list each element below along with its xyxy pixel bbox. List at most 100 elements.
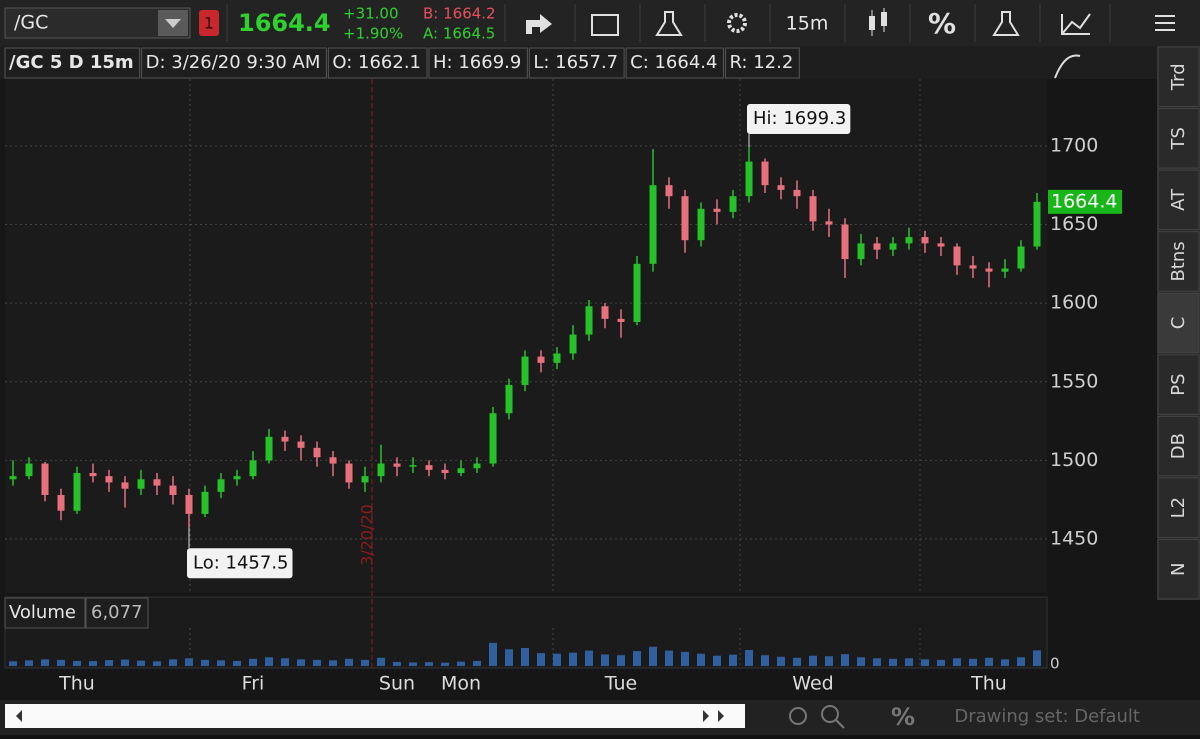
y-tick-label: 1550 bbox=[1050, 370, 1098, 392]
x-tick-label: Fri bbox=[242, 673, 265, 695]
candle-body bbox=[377, 463, 385, 477]
volume-bar bbox=[921, 659, 929, 666]
x-tick-label: Wed bbox=[792, 673, 833, 695]
candle-body bbox=[777, 185, 785, 190]
candle-body bbox=[761, 161, 769, 186]
toolbar-dividers bbox=[504, 4, 1111, 42]
x-tick-label: Tue bbox=[604, 673, 637, 695]
flask-icon[interactable] bbox=[655, 11, 683, 36]
volume-bar bbox=[793, 657, 801, 666]
volume-bar bbox=[425, 662, 433, 666]
sidebar-tab[interactable] bbox=[1157, 354, 1200, 415]
volume-bar bbox=[73, 660, 81, 666]
interval[interactable]: 15m bbox=[786, 13, 829, 35]
sidebar-tab-label: N bbox=[1168, 562, 1189, 575]
volume-bar bbox=[217, 660, 225, 666]
sidebar-tab[interactable] bbox=[1157, 46, 1200, 108]
candle-body bbox=[169, 485, 177, 496]
calendar-icon[interactable] bbox=[591, 14, 619, 36]
candle-body bbox=[9, 476, 17, 480]
candle-body bbox=[889, 243, 897, 250]
candle-body bbox=[105, 476, 113, 483]
candle-body bbox=[1001, 268, 1009, 272]
candle-body bbox=[457, 468, 465, 473]
sidebar-tab-label: Btns bbox=[1168, 241, 1189, 281]
price-panel bbox=[5, 79, 1047, 593]
volume-bar bbox=[889, 658, 897, 666]
sidebar-tab[interactable] bbox=[1157, 169, 1200, 231]
sidebar-tab-label: TS bbox=[1168, 127, 1189, 150]
sidebar-tab-label: DB bbox=[1168, 433, 1189, 459]
percent-tool[interactable]: % bbox=[891, 703, 915, 731]
volume-bar bbox=[377, 657, 385, 666]
drawing-icon[interactable] bbox=[1061, 13, 1091, 35]
candle-body bbox=[601, 306, 609, 319]
gear-icon[interactable] bbox=[727, 13, 747, 33]
volume-bar bbox=[313, 659, 321, 666]
candle-body bbox=[265, 436, 273, 461]
volume-bar bbox=[729, 654, 737, 666]
volume-bar bbox=[409, 662, 417, 666]
volume-bar bbox=[777, 656, 785, 666]
annotation: Lo: 1457.5 bbox=[193, 552, 289, 573]
candle-body bbox=[425, 465, 433, 470]
dropdown-arrow bbox=[165, 19, 181, 28]
volume-bar bbox=[345, 658, 353, 666]
volume-bar bbox=[57, 659, 65, 666]
x-tick-label: Thu bbox=[58, 673, 95, 695]
volume-bar bbox=[25, 660, 33, 666]
volume-bar bbox=[745, 650, 753, 666]
header-field: D: 3/26/20 9:30 AM bbox=[146, 52, 321, 73]
candle-body bbox=[905, 237, 913, 244]
sidebar-tab[interactable] bbox=[1157, 108, 1200, 169]
volume-tick-label: 0 bbox=[1050, 655, 1060, 673]
candle-body bbox=[585, 306, 593, 335]
volume-bar bbox=[937, 659, 945, 666]
scrollbar[interactable] bbox=[5, 704, 745, 728]
sidebar-tab[interactable] bbox=[1157, 538, 1200, 600]
volume-bar bbox=[665, 650, 673, 666]
header-box bbox=[327, 47, 428, 79]
volume-bar bbox=[393, 661, 401, 666]
volume-bar bbox=[505, 649, 513, 666]
candle-icon[interactable] bbox=[869, 8, 887, 36]
sidebar-tab-label: PS bbox=[1168, 373, 1189, 395]
volume-bar bbox=[985, 657, 993, 666]
volume-value: 6,077 bbox=[91, 602, 143, 623]
volume-bar bbox=[1017, 657, 1025, 666]
candle-body bbox=[249, 460, 257, 477]
volume-bar bbox=[969, 658, 977, 666]
candle-body bbox=[569, 334, 577, 354]
candle-body bbox=[297, 441, 305, 448]
sidebar-tab[interactable] bbox=[1157, 415, 1200, 477]
percent-button[interactable]: % bbox=[928, 7, 956, 40]
menu-icon[interactable] bbox=[1155, 15, 1175, 31]
volume-bar bbox=[473, 660, 481, 666]
annotation-box bbox=[187, 548, 293, 579]
studies-icon[interactable] bbox=[992, 11, 1020, 36]
volume-bar bbox=[281, 658, 289, 666]
share-icon[interactable] bbox=[526, 14, 552, 34]
volume-bar bbox=[617, 655, 625, 666]
sidebar-tab[interactable] bbox=[1157, 231, 1200, 292]
plot: 1450 1500 1550 1600 1650 1700 Thu Fri Sun Mon Tue W… bbox=[5, 103, 1122, 695]
x-tick-label: Mon bbox=[441, 673, 481, 695]
zoom-tools[interactable] bbox=[789, 705, 845, 729]
candle-body bbox=[137, 479, 145, 489]
candle-body bbox=[921, 237, 929, 244]
candle-body bbox=[393, 463, 401, 467]
sidebar-tab[interactable] bbox=[1157, 292, 1200, 354]
volume-bar bbox=[249, 658, 257, 666]
style-icon[interactable] bbox=[1054, 54, 1081, 79]
candle-body bbox=[841, 224, 849, 260]
candle-body bbox=[473, 463, 481, 469]
alert-badge[interactable] bbox=[199, 10, 219, 36]
candle-body bbox=[153, 479, 161, 486]
drawing-set[interactable]: Drawing set: Default bbox=[954, 706, 1140, 727]
candle-body bbox=[1033, 201, 1041, 247]
sidebar-tab[interactable] bbox=[1157, 477, 1200, 538]
volume-bar bbox=[41, 659, 49, 666]
volume-bar bbox=[1033, 650, 1041, 666]
volume-bar bbox=[569, 652, 577, 666]
candle-body bbox=[361, 476, 369, 483]
